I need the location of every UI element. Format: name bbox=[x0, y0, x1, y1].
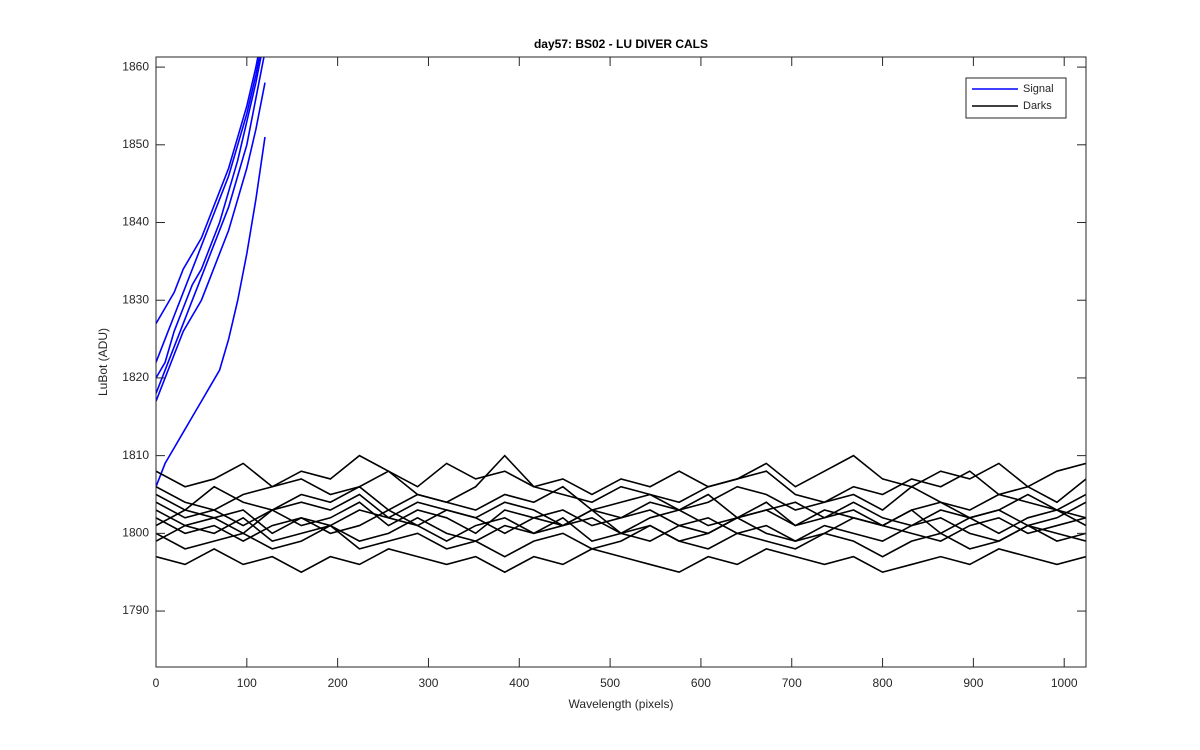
chart-title: day57: BS02 - LU DIVER CALS bbox=[534, 37, 708, 51]
axes-box bbox=[155, 56, 1087, 668]
series-line bbox=[156, 454, 1086, 511]
series-line bbox=[156, 82, 266, 402]
series-line bbox=[156, 57, 262, 379]
legend-label: Darks bbox=[1023, 100, 1052, 112]
series-line bbox=[156, 57, 265, 394]
x-tick-label: 700 bbox=[782, 676, 802, 690]
y-tick-label: 1830 bbox=[122, 292, 149, 306]
y-tick-label: 1800 bbox=[122, 526, 149, 540]
x-tick-label: 200 bbox=[328, 676, 348, 690]
x-tick-label: 900 bbox=[963, 676, 983, 690]
series-line bbox=[156, 454, 1086, 496]
legend-label: Signal bbox=[1023, 83, 1054, 95]
series-line bbox=[156, 524, 1086, 558]
plot-area bbox=[156, 57, 1086, 667]
x-tick-label: 300 bbox=[418, 676, 438, 690]
series-line bbox=[156, 136, 266, 488]
x-axis-label: Wavelength (pixels) bbox=[569, 697, 674, 711]
x-tick-label: 0 bbox=[153, 676, 160, 690]
y-axis-label: LuBot (ADU) bbox=[96, 328, 110, 396]
series-line bbox=[156, 57, 259, 324]
y-tick-label: 1850 bbox=[122, 137, 149, 151]
series-line bbox=[156, 57, 261, 363]
y-tick-label: 1840 bbox=[122, 215, 149, 229]
y-tick-label: 1820 bbox=[122, 370, 149, 384]
x-tick-label: 800 bbox=[873, 676, 893, 690]
series-line bbox=[156, 485, 1086, 511]
x-tick-label: 600 bbox=[691, 676, 711, 690]
series-line bbox=[156, 501, 1086, 535]
x-tick-label: 500 bbox=[600, 676, 620, 690]
x-tick-label: 100 bbox=[237, 676, 257, 690]
y-tick-label: 1810 bbox=[122, 448, 149, 462]
y-tick-label: 1860 bbox=[122, 59, 149, 73]
x-tick-label: 400 bbox=[509, 676, 529, 690]
series-line bbox=[156, 501, 1086, 535]
legend-box bbox=[965, 77, 1067, 119]
line-group bbox=[156, 57, 1086, 574]
series-line bbox=[156, 547, 1086, 574]
y-tick-label: 1790 bbox=[122, 603, 149, 617]
x-tick-label: 1000 bbox=[1051, 676, 1078, 690]
